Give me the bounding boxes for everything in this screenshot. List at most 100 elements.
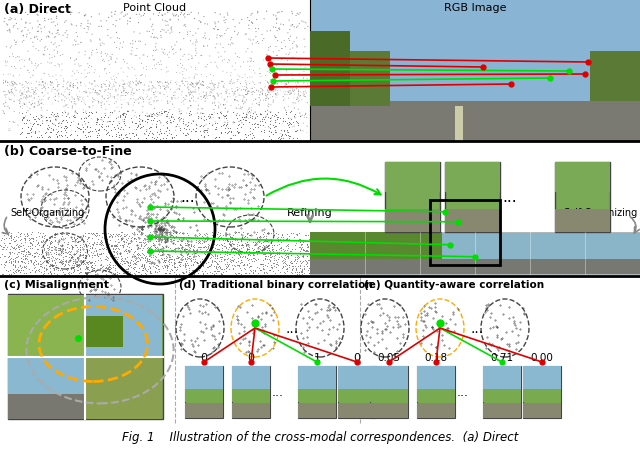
Point — [211, 258, 221, 265]
Point — [245, 131, 255, 138]
Point — [284, 80, 294, 87]
Point — [212, 261, 222, 268]
Point — [119, 266, 129, 273]
Point — [92, 127, 102, 134]
Point — [92, 232, 102, 239]
Point — [92, 248, 102, 255]
Point — [193, 80, 204, 87]
Point — [200, 98, 211, 106]
Point — [87, 110, 97, 117]
Point — [126, 92, 136, 99]
Point — [28, 238, 38, 245]
Point — [11, 245, 21, 253]
Point — [133, 234, 143, 241]
Point — [154, 83, 164, 90]
Point — [33, 28, 44, 36]
Point — [271, 53, 282, 60]
Point — [238, 253, 248, 260]
Point — [175, 247, 185, 254]
Point — [217, 242, 227, 249]
Point — [243, 59, 253, 66]
Point — [63, 259, 73, 266]
Point — [148, 48, 159, 55]
Point — [18, 114, 28, 121]
Point — [299, 270, 309, 277]
Point — [245, 55, 255, 63]
Point — [236, 242, 246, 249]
Point — [278, 234, 289, 241]
Point — [68, 258, 78, 265]
Point — [60, 235, 70, 242]
Point — [131, 73, 141, 80]
Point — [202, 127, 212, 134]
Point — [20, 25, 30, 32]
Point — [259, 245, 269, 252]
Point — [217, 78, 227, 86]
Point — [84, 63, 95, 70]
Point — [97, 264, 107, 271]
Point — [211, 24, 221, 31]
Point — [44, 52, 54, 59]
Point — [36, 104, 47, 111]
Point — [210, 251, 220, 258]
Point — [64, 245, 74, 252]
Point — [116, 266, 127, 273]
Point — [17, 263, 28, 271]
Point — [8, 238, 19, 245]
Point — [83, 27, 93, 34]
Point — [120, 260, 130, 267]
Point — [131, 82, 141, 89]
Point — [189, 16, 200, 23]
Point — [157, 13, 168, 20]
Point — [88, 249, 98, 257]
Point — [286, 90, 296, 97]
Point — [303, 257, 313, 264]
Point — [239, 250, 249, 258]
Point — [101, 268, 111, 276]
Point — [93, 236, 104, 244]
Point — [47, 55, 57, 62]
Point — [282, 82, 292, 89]
Point — [56, 122, 66, 129]
Point — [83, 252, 93, 259]
Point — [241, 248, 251, 255]
Point — [116, 136, 126, 143]
Point — [59, 104, 69, 111]
Point — [164, 55, 174, 62]
Point — [11, 88, 21, 95]
Point — [152, 134, 162, 141]
Point — [238, 116, 248, 124]
Point — [92, 97, 102, 105]
Point — [283, 245, 293, 253]
Point — [70, 250, 80, 258]
Point — [237, 17, 247, 24]
Point — [63, 232, 73, 239]
Point — [38, 230, 48, 237]
Point — [1, 100, 11, 107]
Point — [80, 266, 90, 273]
Point — [237, 75, 248, 82]
Point — [276, 133, 287, 140]
Point — [213, 83, 223, 90]
Point — [239, 84, 250, 91]
Point — [65, 97, 75, 105]
Point — [168, 46, 179, 53]
Point — [8, 266, 18, 273]
Point — [177, 130, 188, 137]
Point — [294, 94, 305, 101]
Point — [265, 115, 275, 123]
Point — [208, 247, 218, 254]
Point — [240, 99, 250, 106]
Point — [268, 260, 278, 267]
Point — [203, 244, 213, 251]
Point — [4, 235, 14, 242]
Point — [261, 241, 271, 249]
Point — [294, 81, 304, 88]
Point — [50, 115, 60, 123]
Point — [170, 259, 180, 267]
Point — [46, 40, 56, 47]
Point — [162, 236, 172, 243]
Point — [26, 257, 36, 264]
Point — [76, 257, 86, 264]
Point — [51, 77, 61, 84]
